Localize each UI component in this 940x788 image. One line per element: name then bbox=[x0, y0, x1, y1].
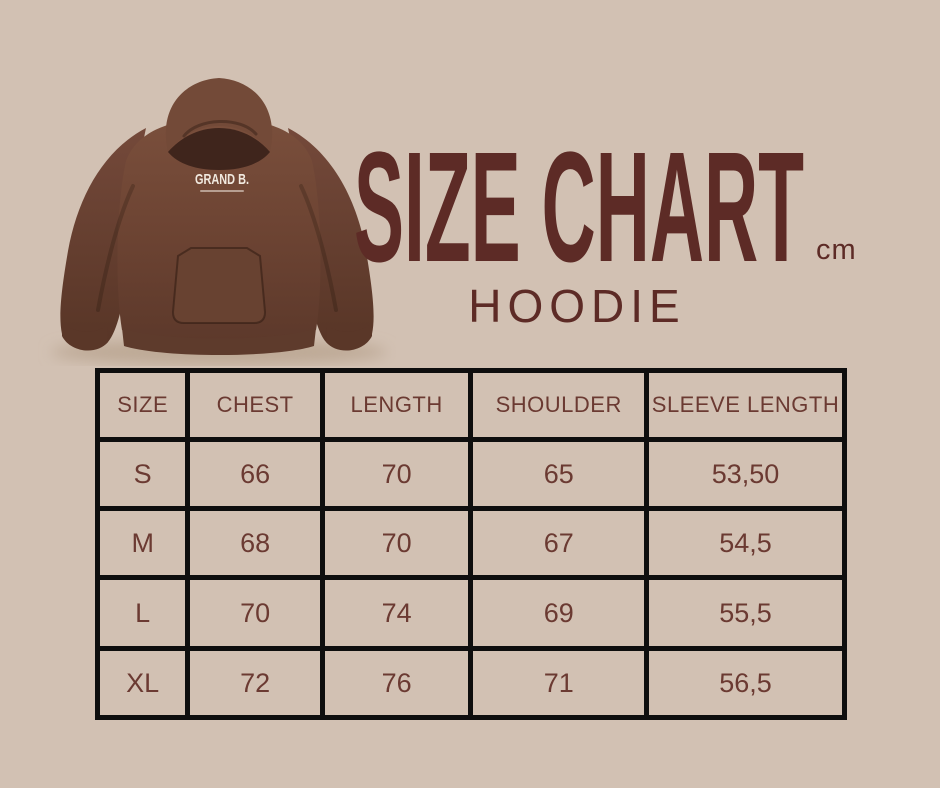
hoodie-left-cuff bbox=[62, 322, 108, 351]
unit-label: cm bbox=[816, 234, 857, 266]
table-header-row: SIZE CHEST LENGTH SHOULDER SLEEVE LENGTH bbox=[94, 368, 847, 442]
hoodie-hem bbox=[122, 328, 316, 355]
size-chart-table: SIZE CHEST LENGTH SHOULDER SLEEVE LENGTH… bbox=[94, 368, 847, 720]
table-row-m: M 68 70 67 54,5 bbox=[94, 506, 847, 580]
table-row-s: S 66 70 65 53,50 bbox=[94, 437, 847, 511]
cell-shoulder: 71 bbox=[468, 646, 649, 720]
hoodie-pocket bbox=[171, 247, 267, 324]
cell-chest: 68 bbox=[185, 506, 325, 580]
hoodie-chest-logo: GRAND B. bbox=[195, 171, 249, 188]
hoodie-hood bbox=[165, 78, 273, 152]
column-header-size: SIZE bbox=[94, 368, 191, 442]
cell-sleeve-length: 54,5 bbox=[644, 506, 847, 580]
cell-sleeve-length: 55,5 bbox=[644, 575, 847, 651]
cell-sleeve-length: 53,50 bbox=[644, 437, 847, 511]
cell-size: L bbox=[94, 575, 191, 651]
hoodie-body bbox=[117, 118, 321, 341]
title-graphic: SIZE CHART bbox=[354, 147, 804, 272]
column-header-chest: CHEST bbox=[185, 368, 325, 442]
cell-size: XL bbox=[94, 646, 191, 720]
column-header-sleeve-length: SLEEVE LENGTH bbox=[644, 368, 847, 442]
hoodie-product-photo: GRAND B. bbox=[51, 78, 387, 365]
hoodie-hood-opening bbox=[168, 128, 270, 170]
sleeve-crease-right bbox=[299, 184, 338, 312]
cell-chest: 66 bbox=[185, 437, 325, 511]
cell-shoulder: 69 bbox=[468, 575, 649, 651]
table-row-l: L 70 74 69 55,5 bbox=[94, 575, 847, 651]
cell-length: 76 bbox=[319, 646, 474, 720]
cell-length: 70 bbox=[319, 506, 474, 580]
cell-size: S bbox=[94, 437, 191, 511]
cell-chest: 72 bbox=[185, 646, 325, 720]
cell-length: 74 bbox=[319, 575, 474, 651]
hoodie-logo-tagline bbox=[200, 190, 244, 192]
page-subtitle: HOODIE bbox=[468, 280, 686, 332]
cell-sleeve-length: 56,5 bbox=[644, 646, 847, 720]
hoodie-hood-fold bbox=[182, 120, 258, 138]
sleeve-crease-left bbox=[96, 184, 135, 312]
cell-size: M bbox=[94, 506, 191, 580]
column-header-length: LENGTH bbox=[319, 368, 474, 442]
hoodie-right-cuff bbox=[326, 322, 372, 351]
table-row-xl: XL 72 76 71 56,5 bbox=[94, 646, 847, 720]
cell-shoulder: 65 bbox=[468, 437, 649, 511]
column-header-shoulder: SHOULDER bbox=[468, 368, 649, 442]
cell-length: 70 bbox=[319, 437, 474, 511]
page-title: SIZE CHART bbox=[354, 147, 804, 272]
cell-shoulder: 67 bbox=[468, 506, 649, 580]
cell-chest: 70 bbox=[185, 575, 325, 651]
